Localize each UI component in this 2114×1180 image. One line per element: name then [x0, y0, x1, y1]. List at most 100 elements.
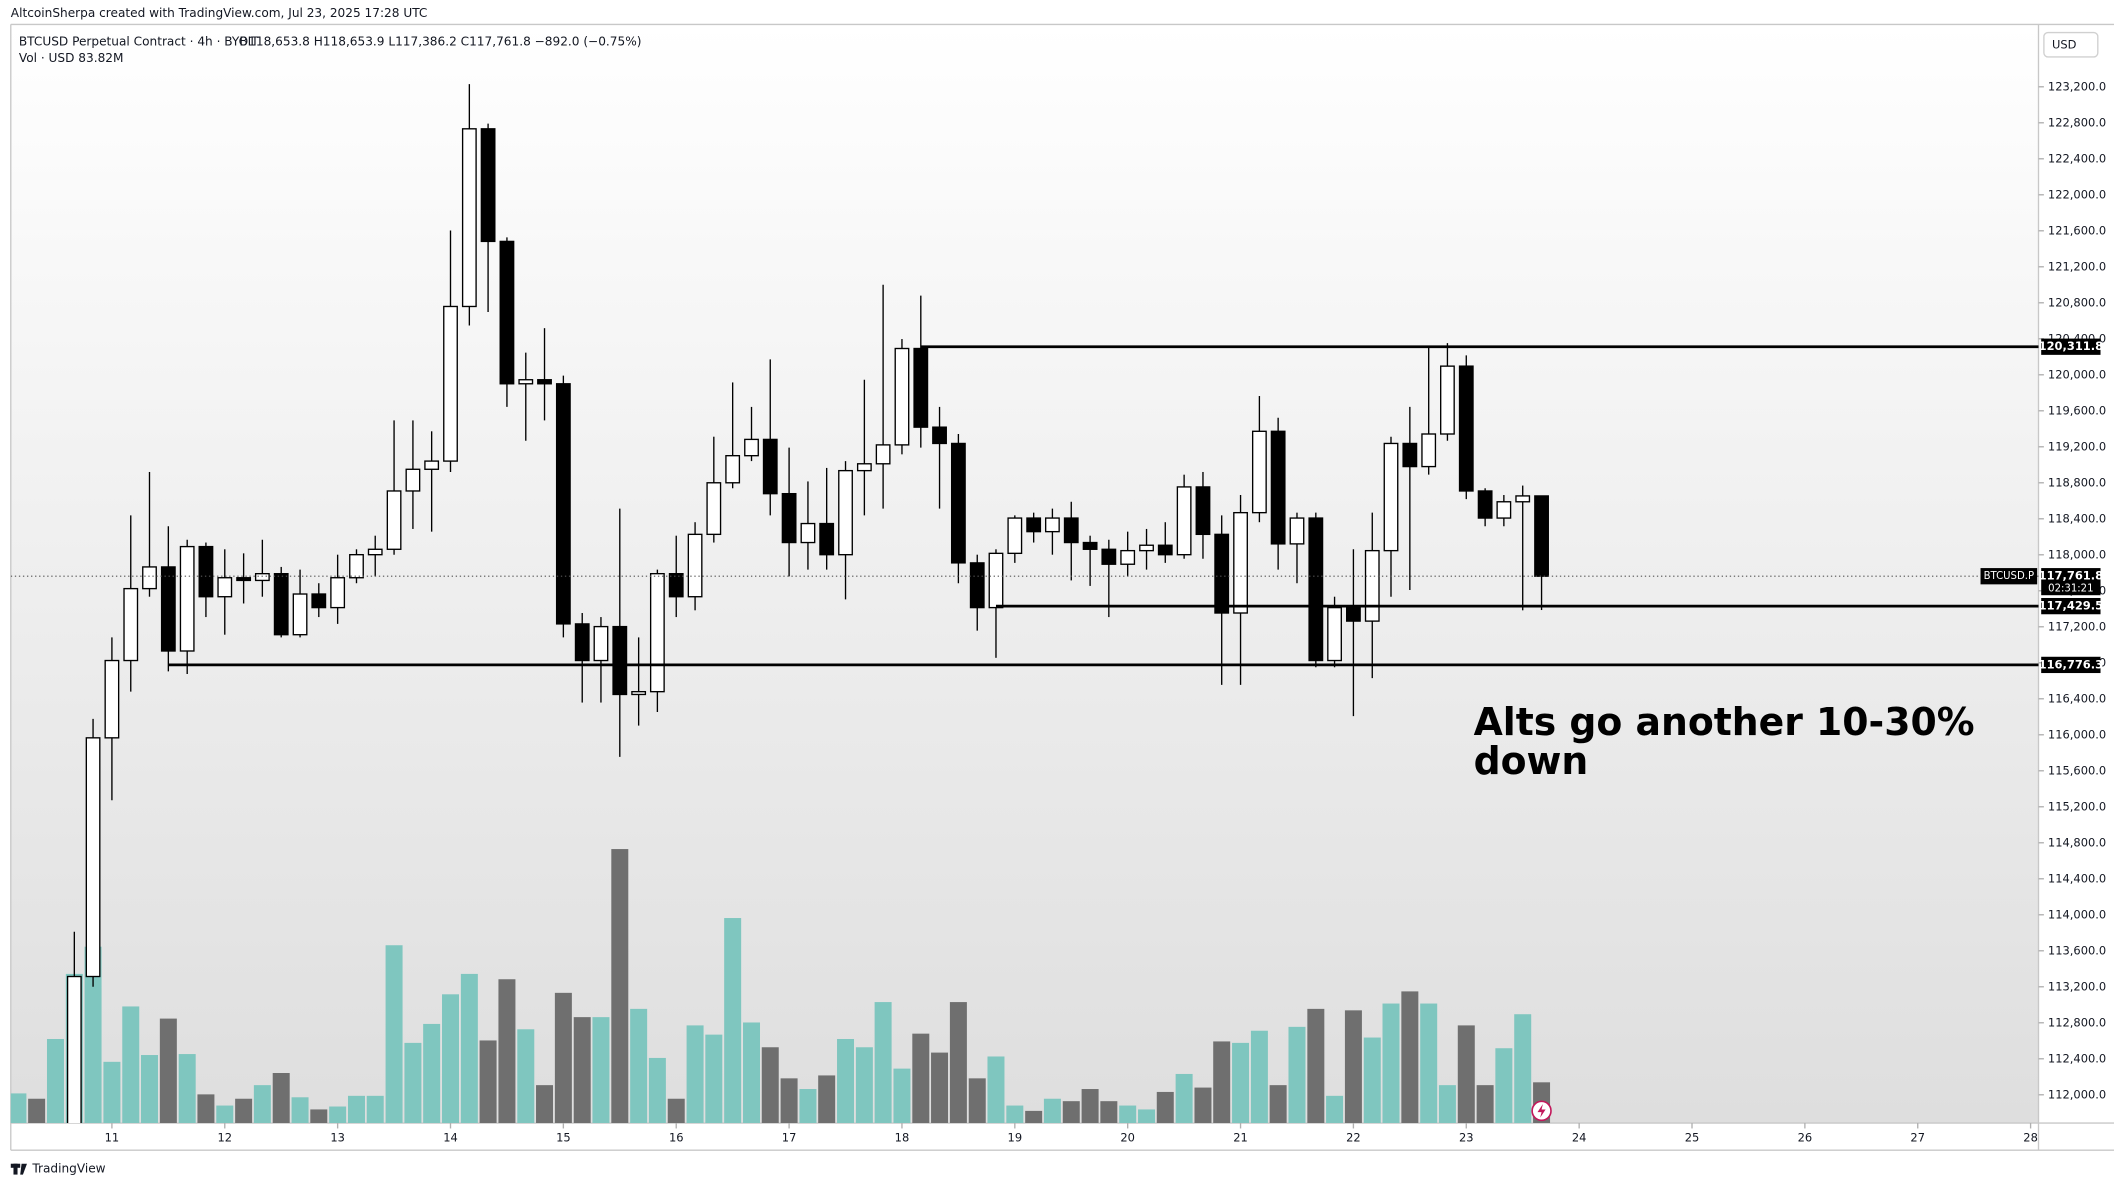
volume-bar	[479, 1040, 497, 1124]
candle-body	[1195, 486, 1211, 536]
volume-bar	[404, 1042, 422, 1124]
level-label: 120,311.8	[2039, 339, 2103, 353]
candle-body	[762, 438, 778, 495]
candle-body	[555, 383, 571, 625]
volume-bar	[1119, 1105, 1137, 1124]
y-tick-label: 112,000.0	[2048, 1087, 2106, 1101]
candle-body	[1007, 517, 1023, 555]
volume-bar	[1194, 1087, 1212, 1124]
x-tick-label: 28	[2023, 1130, 2038, 1144]
level-label-box	[2041, 597, 2101, 615]
candle-body	[85, 737, 101, 978]
candle-body	[1496, 501, 1512, 519]
candle-body	[838, 469, 853, 556]
volume-bar	[1156, 1091, 1174, 1124]
candle-body	[292, 593, 308, 636]
volume-bar	[366, 1095, 384, 1124]
currency[interactable]: USD	[2052, 37, 2077, 51]
x-tick-label: 12	[217, 1130, 232, 1144]
candle-body	[236, 577, 252, 582]
volume-bar	[46, 1038, 64, 1124]
candle-body	[1044, 517, 1060, 533]
candle-body	[1364, 549, 1380, 622]
candle-body	[123, 587, 139, 662]
y-tick-label: 115,600.0	[2048, 763, 2106, 777]
volume-bar	[761, 1047, 779, 1124]
volume-bar	[855, 1047, 873, 1124]
currency-box[interactable]	[2043, 31, 2099, 58]
volume-bar	[648, 1057, 666, 1124]
y-tick-label: 116,400.0	[2048, 691, 2106, 705]
volume-bar	[1175, 1073, 1193, 1124]
volume-bar	[949, 1002, 967, 1124]
volume-bar	[1006, 1105, 1024, 1124]
volume-bar	[1062, 1101, 1080, 1124]
candle-body	[574, 623, 590, 662]
volume-bar	[253, 1085, 271, 1124]
y-tick-label: 114,000.0	[2048, 907, 2106, 921]
y-tick-label: 122,400.0	[2048, 151, 2106, 165]
volume-bar	[1213, 1041, 1231, 1124]
volume-bar	[178, 1054, 196, 1124]
y-tick-label: 120,800.0	[2048, 295, 2106, 309]
volume-bar	[743, 1022, 761, 1124]
x-tick-label: 21	[1233, 1130, 1248, 1144]
candle-body	[800, 522, 816, 544]
candle-body	[1101, 548, 1117, 565]
candle-body	[518, 379, 534, 385]
x-tick-label: 18	[895, 1130, 910, 1144]
x-tick-label: 25	[1685, 1130, 1700, 1144]
volume-bar	[611, 849, 629, 1124]
volume-bar	[893, 1068, 911, 1124]
candle-body	[499, 240, 515, 385]
candle-body	[198, 545, 214, 598]
volume-bar	[1438, 1085, 1456, 1124]
candle-body	[631, 690, 647, 696]
volume-legend: Vol · USD 83.82M	[19, 51, 124, 65]
volume-bar	[347, 1095, 365, 1124]
candle-body	[988, 552, 1004, 609]
volume-bar	[837, 1038, 855, 1124]
candle-body	[349, 554, 364, 579]
x-tick-label: 19	[1008, 1130, 1023, 1144]
y-tick-label: 118,000.0	[2048, 547, 2106, 561]
candle-body	[932, 426, 947, 445]
plot	[10, 84, 2039, 1124]
y-tick-label: 114,800.0	[2048, 835, 2106, 849]
y-tick-label: 115,200.0	[2048, 799, 2106, 813]
x-tick-label: 11	[105, 1130, 120, 1144]
candle-body	[1139, 544, 1154, 552]
volume-bar	[1326, 1095, 1344, 1124]
volume-bar	[1457, 1025, 1475, 1124]
level-label: 116,776.3	[2039, 657, 2103, 671]
volume-bar	[517, 1029, 535, 1124]
candle-body	[217, 577, 233, 598]
ohlc: O118,653.8 H118,653.9 L117,386.2 C117,76…	[239, 35, 642, 49]
volume-bar	[310, 1109, 328, 1124]
volume-bar	[1269, 1085, 1287, 1124]
volume-bar	[28, 1098, 46, 1124]
x-tick-label: 17	[782, 1130, 797, 1144]
candle-body	[386, 490, 402, 550]
candle-body	[104, 659, 120, 739]
candle-body	[1026, 517, 1042, 533]
candle-body	[1346, 606, 1361, 622]
y-tick-label: 121,600.0	[2048, 223, 2106, 237]
volume-bar	[1382, 1003, 1400, 1124]
x-tick-label: 27	[1910, 1130, 1925, 1144]
volume-bar	[141, 1055, 158, 1124]
brand-logo	[10, 1163, 27, 1175]
candle-body	[781, 492, 797, 544]
x-tick-label: 22	[1346, 1130, 1361, 1144]
x-tick-label: 16	[669, 1130, 684, 1144]
y-tick-label: 118,800.0	[2048, 475, 2106, 489]
y-tick-label: 113,600.0	[2048, 943, 2106, 957]
candle-body	[405, 468, 421, 492]
candle-body	[1515, 495, 1531, 503]
volume-bar	[216, 1105, 234, 1124]
overlay: 112,000.0 112,400.0 112,800.0 113,200.0 113,…	[105, 79, 2107, 1144]
volume-bar	[442, 994, 459, 1124]
candle-body	[875, 444, 891, 465]
